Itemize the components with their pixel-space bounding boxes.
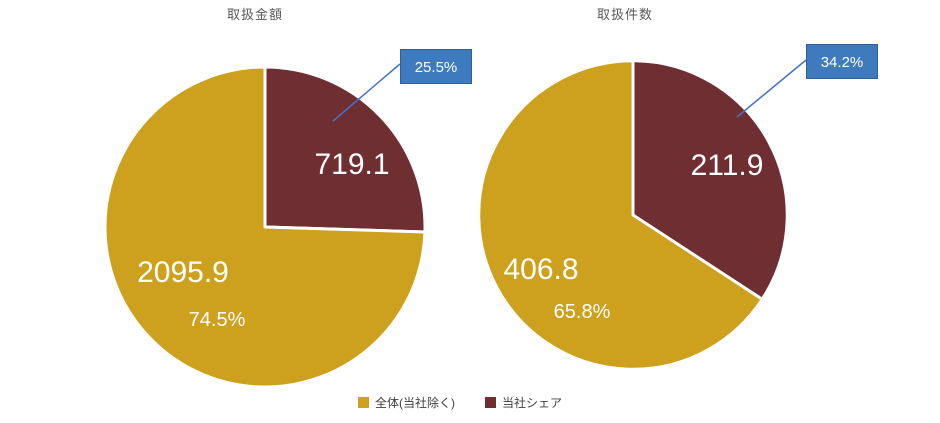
left-gold-pct-label: 74.5% <box>188 309 246 331</box>
right-chart-title: 取扱件数 <box>596 7 653 22</box>
legend-item-gold: 全体(当社除く) <box>358 394 455 411</box>
legend: 全体(当社除く) 当社シェア <box>358 394 562 411</box>
right-maroon-value-label: 211.9 <box>690 149 764 182</box>
left-gold-value-label: 2095.9 <box>137 256 229 289</box>
right-gold-pct-label: 65.8% <box>553 301 611 323</box>
left-maroon-value-label: 719.1 <box>314 148 390 181</box>
legend-label-maroon: 当社シェア <box>502 396 563 410</box>
right-callout-label: 34.2% <box>806 44 878 79</box>
left-callout-label: 25.5% <box>400 49 472 84</box>
left-pie-chart <box>103 65 427 389</box>
legend-item-maroon: 当社シェア <box>485 394 562 411</box>
pie-slice <box>103 65 427 389</box>
pie-slice <box>477 59 764 371</box>
gold-swatch-icon <box>358 397 369 408</box>
right-pie-chart <box>477 59 789 371</box>
right-gold-value-label: 406.8 <box>503 253 579 286</box>
legend-label-gold: 全体(当社除く) <box>375 396 455 410</box>
left-chart-title: 取扱金額 <box>226 7 283 22</box>
maroon-swatch-icon <box>485 397 496 408</box>
